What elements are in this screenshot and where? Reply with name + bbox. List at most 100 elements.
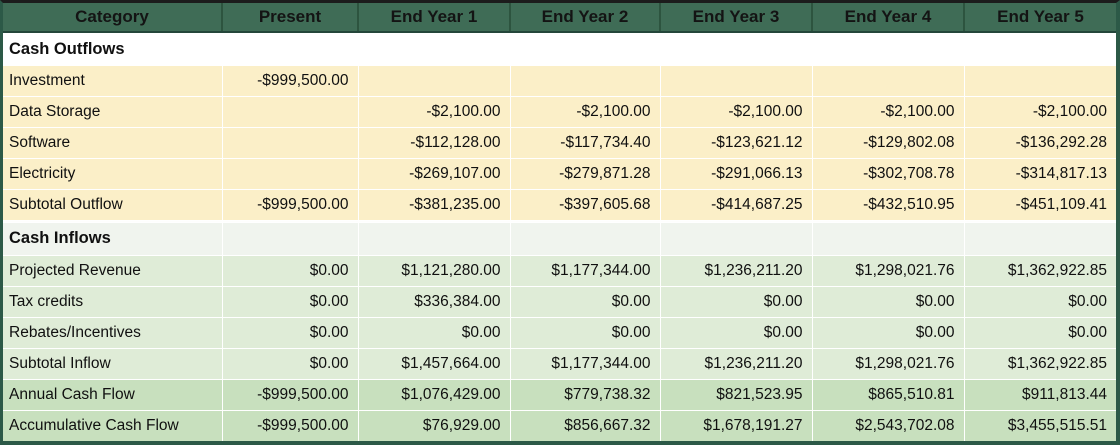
column-header-end-year-5[interactable]: End Year 5: [964, 3, 1116, 33]
cell-end-year-4[interactable]: $865,510.81: [812, 379, 965, 411]
row-label[interactable]: Cash Outflows: [3, 31, 223, 66]
cell-end-year-3[interactable]: -$2,100.00: [660, 96, 813, 128]
cell-end-year-1[interactable]: -$2,100.00: [358, 96, 511, 128]
row-label[interactable]: [3, 220, 223, 223]
cell-end-year-3[interactable]: -$123,621.12: [660, 127, 813, 159]
cell-end-year-3[interactable]: -$291,066.13: [660, 158, 813, 190]
cell-end-year-1[interactable]: $0.00: [358, 316, 511, 349]
row-label[interactable]: Investment: [3, 65, 223, 97]
cell-present[interactable]: -$999,500.00: [222, 65, 359, 97]
cell-present[interactable]: [222, 96, 359, 128]
cell-end-year-3[interactable]: $821,523.95: [660, 379, 813, 411]
cell-end-year-3[interactable]: $1,236,211.20: [660, 254, 813, 287]
cell-end-year-5[interactable]: $1,362,922.85: [964, 254, 1116, 287]
cell-end-year-1[interactable]: $1,457,664.00: [358, 347, 511, 380]
cell-end-year-3[interactable]: $0.00: [660, 285, 813, 318]
cell-end-year-3[interactable]: [660, 31, 813, 66]
cell-end-year-2[interactable]: -$117,734.40: [510, 127, 661, 159]
cell-end-year-3[interactable]: -$414,687.25: [660, 189, 813, 221]
cell-end-year-2[interactable]: [510, 65, 661, 97]
cell-present[interactable]: -$999,500.00: [222, 379, 359, 411]
row-label[interactable]: Annual Cash Flow: [3, 379, 223, 411]
row-label[interactable]: Rebates/Incentives: [3, 316, 223, 349]
cell-present[interactable]: [222, 127, 359, 159]
cell-end-year-4[interactable]: $0.00: [812, 316, 965, 349]
cell-end-year-2[interactable]: $779,738.32: [510, 379, 661, 411]
column-header-end-year-4[interactable]: End Year 4: [812, 3, 965, 33]
cell-end-year-4[interactable]: $0.00: [812, 285, 965, 318]
cell-present[interactable]: $0.00: [222, 316, 359, 349]
cell-end-year-4[interactable]: -$129,802.08: [812, 127, 965, 159]
cell-end-year-4[interactable]: $2,543,702.08: [812, 410, 965, 441]
cell-end-year-5[interactable]: -$451,109.41: [964, 189, 1116, 221]
cell-present[interactable]: $0.00: [222, 285, 359, 318]
row-label[interactable]: Accumulative Cash Flow: [3, 410, 223, 441]
cell-end-year-3[interactable]: $0.00: [660, 316, 813, 349]
cell-end-year-4[interactable]: [812, 220, 965, 223]
cell-end-year-1[interactable]: -$381,235.00: [358, 189, 511, 221]
cell-end-year-3[interactable]: $1,236,211.20: [660, 347, 813, 380]
cell-end-year-3[interactable]: $1,678,191.27: [660, 410, 813, 441]
cell-end-year-2[interactable]: -$397,605.68: [510, 189, 661, 221]
cell-end-year-1[interactable]: -$269,107.00: [358, 158, 511, 190]
cell-present[interactable]: [222, 31, 359, 66]
cell-end-year-2[interactable]: [510, 31, 661, 66]
cell-present[interactable]: -$999,500.00: [222, 410, 359, 441]
column-header-present[interactable]: Present: [222, 3, 359, 33]
cell-end-year-2[interactable]: -$2,100.00: [510, 96, 661, 128]
cell-end-year-4[interactable]: [812, 222, 965, 256]
cell-end-year-4[interactable]: -$432,510.95: [812, 189, 965, 221]
cell-end-year-2[interactable]: $1,177,344.00: [510, 347, 661, 380]
cell-end-year-2[interactable]: $856,667.32: [510, 410, 661, 441]
cell-end-year-1[interactable]: $76,929.00: [358, 410, 511, 441]
cell-present[interactable]: [222, 220, 359, 223]
column-header-category[interactable]: Category: [3, 3, 223, 33]
cell-end-year-1[interactable]: $336,384.00: [358, 285, 511, 318]
cell-end-year-5[interactable]: -$314,817.13: [964, 158, 1116, 190]
cell-end-year-5[interactable]: [964, 31, 1116, 66]
cell-end-year-1[interactable]: $1,076,429.00: [358, 379, 511, 411]
row-label[interactable]: Projected Revenue: [3, 254, 223, 287]
cell-end-year-3[interactable]: [660, 65, 813, 97]
cell-end-year-1[interactable]: [358, 31, 511, 66]
cell-end-year-5[interactable]: -$136,292.28: [964, 127, 1116, 159]
row-label[interactable]: Electricity: [3, 158, 223, 190]
column-header-end-year-3[interactable]: End Year 3: [660, 3, 813, 33]
cell-end-year-5[interactable]: [964, 220, 1116, 223]
cell-end-year-4[interactable]: -$302,708.78: [812, 158, 965, 190]
row-label[interactable]: Tax credits: [3, 285, 223, 318]
cell-present[interactable]: $0.00: [222, 254, 359, 287]
cell-end-year-2[interactable]: -$279,871.28: [510, 158, 661, 190]
row-label[interactable]: Software: [3, 127, 223, 159]
cell-end-year-2[interactable]: $1,177,344.00: [510, 254, 661, 287]
cell-present[interactable]: -$999,500.00: [222, 189, 359, 221]
cell-end-year-4[interactable]: $1,298,021.76: [812, 254, 965, 287]
row-label[interactable]: Cash Inflows: [3, 222, 223, 256]
cell-end-year-1[interactable]: [358, 222, 511, 256]
cell-present[interactable]: $0.00: [222, 347, 359, 380]
cell-end-year-4[interactable]: [812, 65, 965, 97]
cell-end-year-5[interactable]: $0.00: [964, 316, 1116, 349]
cell-end-year-1[interactable]: -$112,128.00: [358, 127, 511, 159]
cell-end-year-4[interactable]: -$2,100.00: [812, 96, 965, 128]
cell-end-year-5[interactable]: $1,362,922.85: [964, 347, 1116, 380]
cell-present[interactable]: [222, 222, 359, 256]
column-header-end-year-1[interactable]: End Year 1: [358, 3, 511, 33]
cell-end-year-4[interactable]: $1,298,021.76: [812, 347, 965, 380]
row-label[interactable]: Data Storage: [3, 96, 223, 128]
cell-end-year-2[interactable]: [510, 222, 661, 256]
cell-end-year-1[interactable]: $1,121,280.00: [358, 254, 511, 287]
cell-end-year-5[interactable]: [964, 65, 1116, 97]
cell-end-year-4[interactable]: [812, 31, 965, 66]
cell-end-year-1[interactable]: [358, 65, 511, 97]
cell-end-year-3[interactable]: [660, 222, 813, 256]
cell-end-year-5[interactable]: $911,813.44: [964, 379, 1116, 411]
cell-end-year-2[interactable]: [510, 220, 661, 223]
cell-end-year-3[interactable]: [660, 220, 813, 223]
cell-end-year-5[interactable]: -$2,100.00: [964, 96, 1116, 128]
cell-end-year-1[interactable]: [358, 220, 511, 223]
cell-end-year-2[interactable]: $0.00: [510, 316, 661, 349]
row-label[interactable]: Subtotal Inflow: [3, 347, 223, 380]
cell-present[interactable]: [222, 158, 359, 190]
column-header-end-year-2[interactable]: End Year 2: [510, 3, 661, 33]
